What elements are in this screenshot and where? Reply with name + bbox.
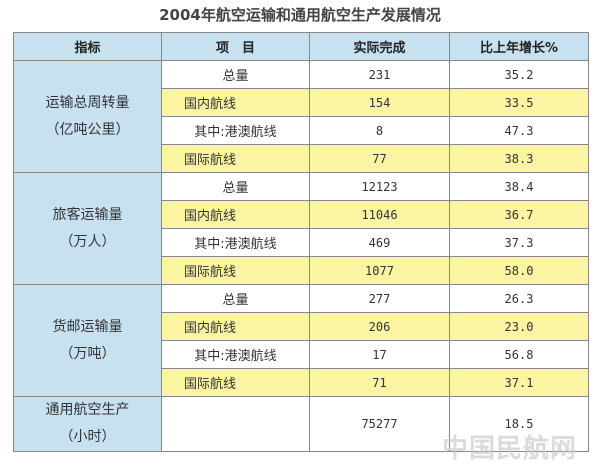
table-row: 国内航线 154 33.5 <box>14 88 589 117</box>
table-row: 货邮运输量 （万吨） 总量 277 26.3 <box>13 284 589 397</box>
growth-cell: 35.2 <box>449 60 589 89</box>
header-indicator: 指标 <box>13 32 162 61</box>
category-cell: 货邮运输量 （万吨） <box>13 284 162 397</box>
category-label: 旅客运输量 <box>52 206 123 223</box>
category-cell: 通用航空生产 （小时） <box>13 396 162 452</box>
value-cell: 12123 <box>309 172 450 201</box>
growth-cell: 37.1 <box>449 368 589 397</box>
category-cell: 运输总周转量 （亿吨公里） <box>13 60 162 173</box>
table-row: 国际航线 1077 58.0 <box>14 256 589 285</box>
item-cell: 国内航线 <box>161 200 310 229</box>
page-title: 2004年航空运输和通用航空生产发展情况 <box>159 6 441 24</box>
table-row: 旅客运输量 （万人） 总量 12123 38.4 <box>13 172 589 285</box>
category-cell: 旅客运输量 （万人） <box>13 172 162 285</box>
value-cell: 71 <box>309 368 450 397</box>
growth-cell: 23.0 <box>449 312 589 341</box>
table-row: 其中:港澳航线 17 56.8 <box>14 340 589 369</box>
value-cell: 206 <box>309 312 450 341</box>
header-item: 项 目 <box>161 32 310 61</box>
value-cell: 77 <box>309 144 450 173</box>
value-cell: 8 <box>309 116 450 145</box>
growth-cell: 38.3 <box>449 144 589 173</box>
item-cell: 总量 <box>161 172 310 201</box>
value-cell: 277 <box>309 284 450 313</box>
value-cell: 75277 <box>309 396 450 452</box>
table-row: 国内航线 206 23.0 <box>14 312 589 341</box>
value-cell: 231 <box>309 60 450 89</box>
item-cell: 国际航线 <box>161 144 310 173</box>
category-unit: （亿吨公里） <box>45 121 130 138</box>
item-cell: 其中:港澳航线 <box>161 228 310 257</box>
table-header-row: 指标 项 目 实际完成 比上年增长% <box>13 32 589 61</box>
growth-cell: 36.7 <box>449 200 589 229</box>
growth-cell: 38.4 <box>449 172 589 201</box>
header-growth: 比上年增长% <box>449 32 589 61</box>
item-cell: 总量 <box>161 284 310 313</box>
growth-cell: 37.3 <box>449 228 589 257</box>
growth-cell: 58.0 <box>449 256 589 285</box>
table-row: 通用航空生产 （小时） 75277 18.5 <box>13 396 589 452</box>
category-unit: （小时） <box>59 429 116 445</box>
table-row: 运输总周转量 （亿吨公里） 总量 231 35.2 <box>13 60 589 173</box>
category-label: 货邮运输量 <box>52 318 123 335</box>
item-cell: 国内航线 <box>161 312 310 341</box>
value-cell: 469 <box>309 228 450 257</box>
item-cell: 国际航线 <box>161 368 310 397</box>
item-cell: 总量 <box>161 60 310 89</box>
value-cell: 17 <box>309 340 450 369</box>
item-cell: 国际航线 <box>161 256 310 285</box>
category-label: 运输总周转量 <box>45 94 130 111</box>
growth-cell: 47.3 <box>449 116 589 145</box>
category-unit: （万人） <box>59 233 116 250</box>
growth-cell: 56.8 <box>449 340 589 369</box>
table-row: 国际航线 71 37.1 <box>14 368 589 397</box>
header-actual: 实际完成 <box>309 32 450 61</box>
aviation-stats-table: 指标 项 目 实际完成 比上年增长% 运输总周转量 （亿吨公里） 总量 231 … <box>13 32 589 452</box>
item-cell: 其中:港澳航线 <box>161 340 310 369</box>
growth-cell: 18.5 <box>449 396 589 452</box>
category-unit: （万吨） <box>59 345 116 362</box>
growth-cell: 26.3 <box>449 284 589 313</box>
value-cell: 1077 <box>309 256 450 285</box>
value-cell: 154 <box>309 88 450 117</box>
value-cell: 11046 <box>309 200 450 229</box>
table-row: 其中:港澳航线 8 47.3 <box>14 116 589 145</box>
item-cell: 其中:港澳航线 <box>161 116 310 145</box>
growth-cell: 33.5 <box>449 88 589 117</box>
item-cell <box>161 396 310 452</box>
item-cell: 国内航线 <box>161 88 310 117</box>
category-label: 通用航空生产 <box>45 402 130 418</box>
